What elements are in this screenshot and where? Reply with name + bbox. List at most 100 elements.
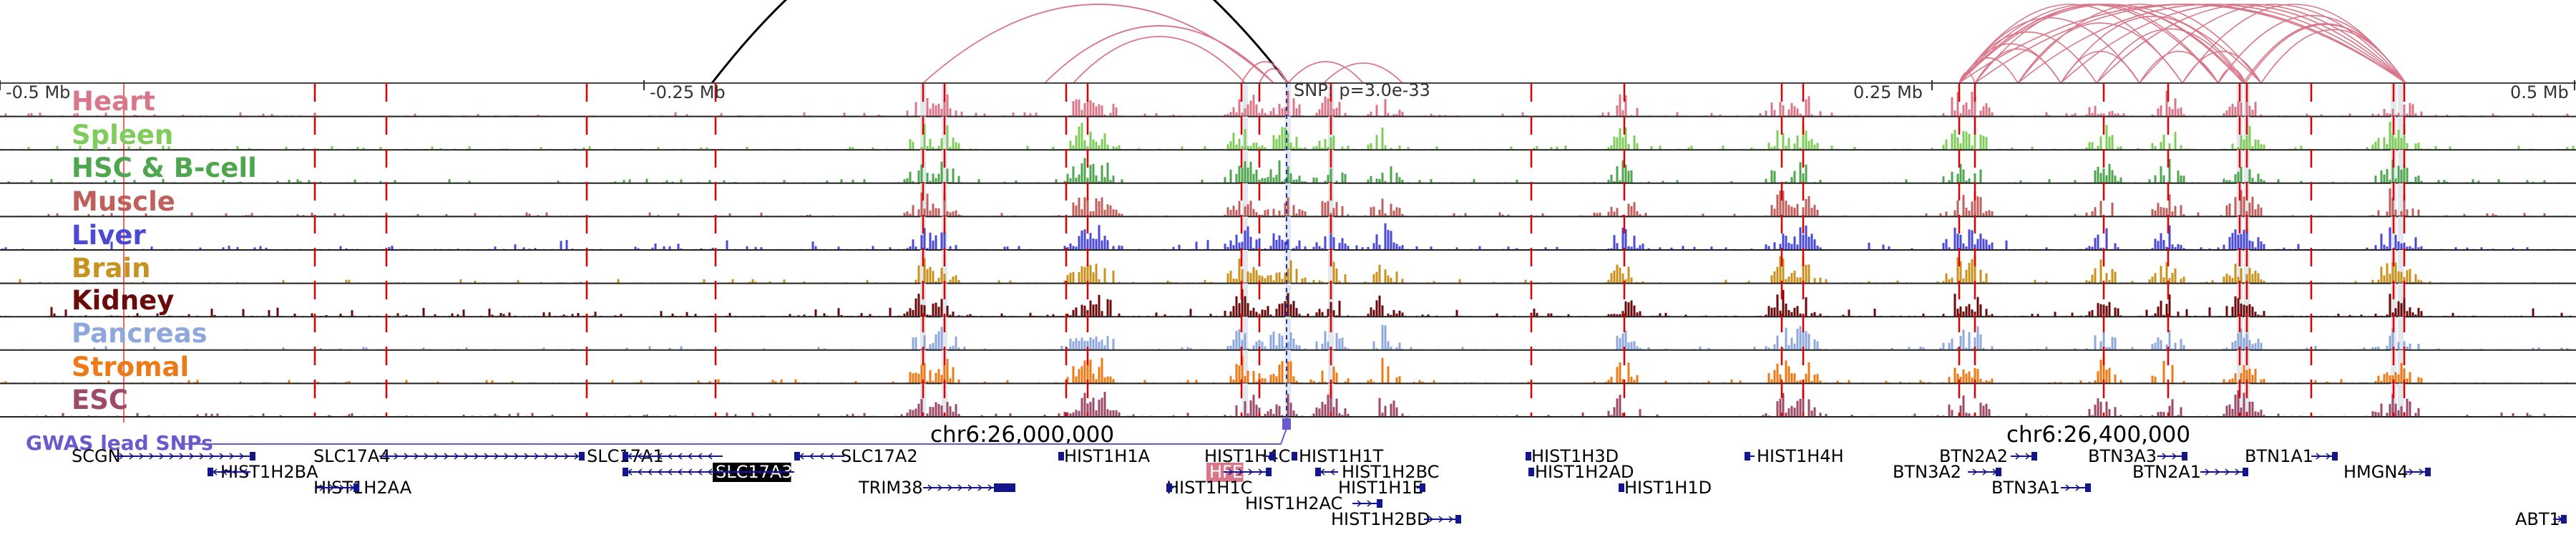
interaction-arc bbox=[2060, 16, 2246, 84]
signal-track bbox=[0, 349, 2576, 385]
gene-exon bbox=[1745, 452, 1750, 461]
gene-exon bbox=[1526, 452, 1531, 461]
strand-chevrons bbox=[319, 484, 355, 491]
gene-feature: HIST1H2BC bbox=[1315, 462, 1439, 482]
gene-exon bbox=[1377, 499, 1382, 508]
highlight-column bbox=[2237, 349, 2243, 384]
highlight-column bbox=[2398, 116, 2404, 150]
highlight-column bbox=[1242, 83, 1248, 117]
highlight-column bbox=[2244, 283, 2250, 317]
interaction-arc bbox=[711, 0, 1289, 84]
gene-feature: HIST1H2BA bbox=[208, 462, 318, 482]
coordinate-label-26400000: chr6:26,400,000 bbox=[2006, 422, 2190, 448]
gene-label: SLC17A4 bbox=[313, 446, 391, 466]
gene-feature: HIST1H2AC bbox=[1245, 493, 1382, 514]
scale-label-minus-025: -0.25 Mb bbox=[650, 82, 726, 102]
highlight-column bbox=[2237, 383, 2243, 417]
interaction-arc bbox=[2060, 4, 2406, 84]
highlight-column bbox=[2398, 150, 2404, 183]
gene-exon bbox=[623, 452, 628, 461]
gene-label: BTN2A2 bbox=[1939, 446, 2008, 466]
gene-exon bbox=[2561, 515, 2567, 524]
interaction-arc bbox=[1974, 48, 2062, 84]
track-label-hsc-bcell: HSC & B-cell bbox=[72, 153, 257, 183]
gene-exon bbox=[1269, 452, 1275, 461]
scale-label-plus-025: 0.25 Mb bbox=[1853, 82, 1923, 102]
gene-label: SCGN bbox=[72, 446, 121, 466]
gene-feature: BTN1A1 bbox=[2245, 446, 2338, 466]
gene-exon bbox=[1420, 483, 1425, 492]
interaction-arc bbox=[2139, 50, 2219, 84]
gene-label: ABT1 bbox=[2515, 509, 2560, 529]
gene-feature: SLC17A4 bbox=[313, 446, 585, 466]
gene-label: HIST1H1T bbox=[1299, 446, 1384, 466]
interaction-arc bbox=[1044, 25, 1274, 84]
gene-exon bbox=[1619, 483, 1624, 492]
signal-tracks bbox=[0, 82, 2576, 423]
gene-exon bbox=[623, 468, 628, 476]
gene-label: HIST1H1C bbox=[1166, 478, 1252, 498]
gene-exon bbox=[1996, 468, 2001, 476]
highlight-column bbox=[1242, 349, 1248, 384]
strand-chevrons bbox=[2162, 453, 2177, 460]
gene-label: BTN1A1 bbox=[2245, 446, 2313, 466]
strand-chevrons bbox=[2316, 453, 2331, 460]
gene-label: HIST1H2BD bbox=[1331, 509, 1430, 529]
interaction-arcs bbox=[711, 0, 2406, 84]
gene-feature: HIST1H3D bbox=[1526, 446, 1619, 466]
gene-exon bbox=[250, 452, 255, 461]
gene-exon bbox=[2085, 483, 2091, 492]
track-label-stromal: Stromal bbox=[72, 352, 189, 382]
gene-exon bbox=[1528, 468, 1534, 476]
highlight-column bbox=[2237, 250, 2243, 284]
gene-feature: SLC17A3 bbox=[623, 462, 794, 482]
highlight-column bbox=[1328, 349, 1334, 384]
track-label-pancreas: Pancreas bbox=[72, 318, 208, 349]
highlight-column bbox=[1328, 283, 1334, 317]
gene-label: HIST1H4H bbox=[1757, 446, 1844, 466]
signal-peaks bbox=[0, 158, 2566, 183]
gene-exon bbox=[579, 452, 585, 461]
highlight-column bbox=[1285, 317, 1291, 350]
scale-label-plus-05: 0.5 Mb bbox=[2510, 82, 2569, 102]
gene-exon bbox=[2031, 452, 2037, 461]
interaction-arc bbox=[2096, 28, 2244, 84]
gene-exon bbox=[1166, 483, 1172, 492]
interaction-arc bbox=[1073, 36, 1246, 84]
gene-exon bbox=[994, 483, 1015, 492]
gene-feature: HIST1H1T bbox=[1292, 446, 1384, 466]
enhancer-region-lines bbox=[313, 83, 2406, 417]
interaction-arc bbox=[2218, 67, 2246, 84]
highlight-column bbox=[1285, 216, 1291, 250]
highlight-column bbox=[2398, 317, 2404, 350]
highlight-column bbox=[2244, 250, 2250, 284]
gene-feature: SCGN bbox=[72, 446, 255, 466]
snp-label: SNP: p=3.0e-33 bbox=[1294, 80, 1430, 100]
gene-exon bbox=[2182, 452, 2187, 461]
gene-label: HIST1H1A bbox=[1064, 446, 1151, 466]
highlight-column bbox=[920, 283, 926, 317]
highlight-column bbox=[920, 383, 926, 417]
highlight-column bbox=[2244, 383, 2250, 417]
gene-feature: BTN3A3 bbox=[2088, 446, 2187, 466]
interaction-arc bbox=[2017, 4, 2262, 84]
gene-label: BTN3A1 bbox=[1991, 478, 2060, 498]
gene-exon bbox=[2332, 452, 2338, 461]
gene-label: HMGN4 bbox=[2343, 462, 2409, 482]
gwas-snp-marker bbox=[1282, 418, 1291, 430]
gene-feature: HIST1H2AD bbox=[1528, 462, 1634, 482]
gene-feature: SLC17A2 bbox=[794, 446, 918, 466]
gene-label: BTN2A1 bbox=[2132, 462, 2201, 482]
highlight-column bbox=[1328, 250, 1334, 284]
highlight-column bbox=[920, 250, 926, 284]
scale-label-minus-05: -0.5 Mb bbox=[6, 82, 70, 102]
gwas-snp-connector bbox=[179, 417, 1287, 445]
gene-feature: ABT1 bbox=[2515, 509, 2567, 529]
gene-feature: HIST1H1C bbox=[1166, 478, 1252, 498]
highlight-column bbox=[2398, 216, 2404, 250]
gene-feature: HIST1H2BD bbox=[1331, 509, 1461, 529]
highlight-column bbox=[2398, 250, 2404, 284]
gene-feature: SLC17A1 bbox=[587, 446, 723, 466]
